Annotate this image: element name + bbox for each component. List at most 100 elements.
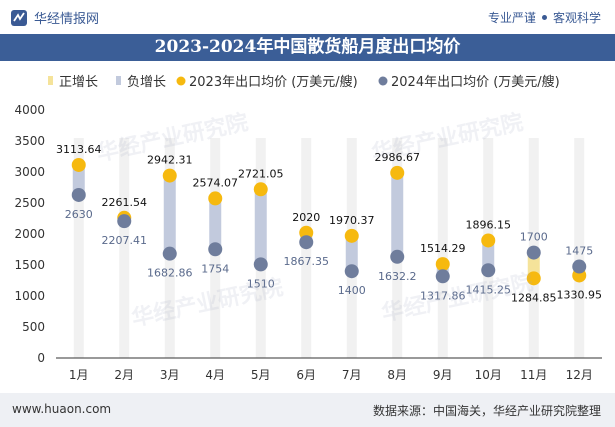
negative-change-bar (482, 240, 495, 271)
data-label-2023: 2261.54 (102, 196, 148, 209)
point-2023 (253, 182, 268, 197)
x-tick-label: 12月 (566, 368, 593, 382)
y-tick-label: 500 (22, 320, 45, 334)
data-label-2024: 1682.86 (147, 267, 193, 280)
point-2023 (481, 233, 496, 248)
legend-swatch (116, 76, 121, 85)
brand[interactable]: 华经情报网 (10, 8, 99, 27)
point-2024 (572, 259, 587, 274)
y-tick-label: 4000 (14, 103, 45, 117)
data-label-2023: 2986.67 (375, 151, 421, 164)
column-background (73, 138, 84, 358)
data-label-2024: 1754 (201, 262, 229, 275)
data-label-2024: 1317.86 (420, 289, 466, 302)
point-2023 (526, 271, 541, 286)
top-bar: 华经情报网 专业严谨 客观科学 (0, 0, 615, 34)
legend-label: 2024年出口均价 (万美元/艘) (391, 74, 560, 90)
data-label-2024: 1867.35 (284, 255, 330, 268)
data-label-2023: 3113.64 (56, 143, 102, 156)
x-tick-label: 1月 (69, 368, 89, 382)
separator-dot (541, 15, 547, 20)
x-tick-label: 4月 (205, 368, 225, 382)
logo-icon (11, 9, 27, 26)
legend-label: 正增长 (59, 75, 98, 90)
data-label-2023: 1284.85 (511, 291, 557, 304)
negative-change-bar (72, 164, 85, 195)
chart-title: 2023-2024年中国散货船月度出口均价 (154, 37, 461, 57)
footer-url[interactable]: www.huaon.com (12, 402, 112, 416)
point-2023 (208, 191, 223, 206)
positive-change-bar (527, 252, 540, 279)
tag-objective: 客观科学 (552, 11, 601, 25)
data-label-2024: 1632.2 (378, 270, 417, 283)
y-tick-label: 2000 (14, 227, 45, 241)
y-tick-label: 1000 (14, 289, 45, 303)
tag-professional: 专业严谨 (487, 11, 536, 25)
point-2023 (390, 165, 405, 180)
legend-label: 负增长 (127, 75, 166, 90)
x-tick-label: 6月 (296, 368, 316, 382)
legend-swatch (48, 76, 53, 85)
column-background (119, 138, 130, 358)
point-2024 (481, 263, 496, 278)
legend-swatch (176, 76, 186, 86)
y-tick-label: 3500 (14, 134, 45, 148)
negative-change-bar (163, 175, 176, 254)
data-label-2024: 2207.41 (102, 234, 148, 247)
footer-bar (0, 393, 615, 427)
y-tick-label: 2500 (14, 196, 45, 210)
x-tick-label: 11月 (520, 368, 547, 382)
x-tick-label: 3月 (160, 368, 180, 382)
data-label-2023: 1514.29 (420, 242, 466, 255)
data-label-2024: 1415.25 (466, 283, 512, 296)
x-tick-label: 9月 (433, 368, 453, 382)
point-2024 (71, 187, 86, 202)
column-background (574, 138, 585, 358)
point-2024 (117, 214, 132, 229)
chart: 正增长 负增长 2023年出口均价 (万美元/艘) 2024年出口均价 (万美元/艘)… (14, 74, 603, 382)
x-tick-label: 10月 (475, 368, 502, 382)
point-2023 (344, 228, 359, 243)
data-label-2023: 2020 (292, 211, 320, 224)
negative-change-bar (254, 189, 267, 265)
data-label-2024: 2630 (65, 208, 93, 221)
data-label-2024: 1475 (565, 245, 593, 258)
legend-swatch (378, 76, 388, 86)
y-tick-label: 3000 (14, 165, 45, 179)
negative-change-bar (345, 235, 358, 272)
point-2024 (299, 235, 314, 250)
site-name: 华经情报网 (34, 12, 100, 27)
point-2024 (253, 257, 268, 272)
data-label-2023: 2942.31 (147, 154, 193, 167)
point-2023 (162, 168, 177, 183)
y-tick-label: 1500 (14, 258, 45, 272)
point-2023 (71, 157, 86, 172)
data-label-2023: 1970.37 (329, 214, 375, 227)
point-2024 (390, 249, 405, 264)
point-2024 (208, 242, 223, 257)
negative-change-bar (209, 198, 222, 250)
data-label-2023: 2721.05 (238, 167, 284, 180)
data-label-2023: 2574.07 (193, 176, 239, 189)
data-label-2024: 1400 (338, 284, 366, 297)
point-2024 (526, 245, 541, 260)
data-source: 数据来源：中国海关，华经产业研究院整理 (372, 404, 601, 418)
point-2024 (435, 269, 450, 284)
x-tick-label: 8月 (387, 368, 407, 382)
data-label-2023: 1330.95 (557, 288, 603, 301)
column-background (437, 138, 448, 358)
x-tick-label: 2月 (114, 368, 134, 382)
data-label-2023: 1896.15 (466, 218, 512, 231)
point-2023 (435, 257, 450, 272)
point-2024 (344, 264, 359, 279)
x-tick-label: 5月 (251, 368, 271, 382)
point-2024 (162, 246, 177, 261)
title-bar (0, 34, 615, 61)
negative-change-bar (391, 172, 404, 257)
header-tags: 专业严谨 客观科学 (488, 9, 601, 26)
data-label-2024: 1700 (520, 231, 548, 244)
y-tick-label: 0 (37, 351, 45, 365)
x-tick-label: 7月 (342, 368, 362, 382)
legend-label: 2023年出口均价 (万美元/艘) (189, 74, 358, 90)
data-label-2024: 1510 (247, 277, 275, 290)
